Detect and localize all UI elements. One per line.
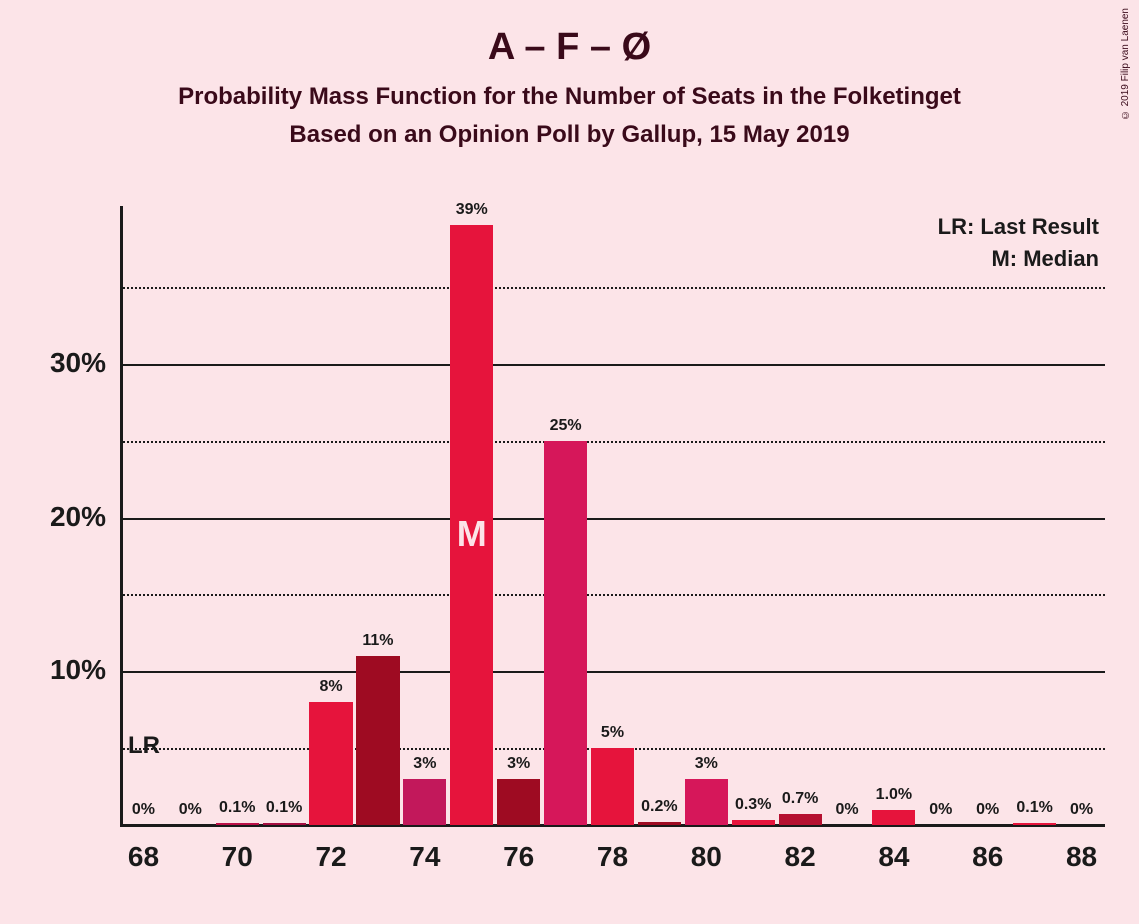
bar-value-label: 0% [819, 801, 876, 819]
chart-subtitle-2: Based on an Opinion Poll by Gallup, 15 M… [0, 121, 1139, 149]
bar [216, 823, 259, 825]
gridline-major [120, 671, 1105, 673]
bar-value-label: 3% [678, 755, 735, 773]
bar [356, 656, 399, 825]
gridline-major [120, 518, 1105, 520]
bar-value-label: 8% [303, 678, 360, 696]
bar [544, 441, 587, 825]
bar-value-label: 0.2% [631, 798, 688, 816]
x-tick-label: 84 [864, 841, 924, 873]
bar [779, 814, 822, 825]
bar [872, 810, 915, 825]
bar [591, 748, 634, 825]
bar-value-label: 3% [396, 755, 453, 773]
bar [403, 779, 446, 825]
bar [732, 820, 775, 825]
lr-marker: LR [128, 732, 160, 760]
bar-value-label: 39% [443, 201, 500, 219]
legend-m: M: Median [991, 246, 1099, 272]
x-tick-label: 86 [958, 841, 1018, 873]
bar [263, 823, 306, 825]
x-tick-label: 68 [113, 841, 173, 873]
bar [638, 822, 681, 825]
y-axis-line [120, 206, 123, 825]
bar [1013, 823, 1056, 825]
median-marker: M [450, 513, 493, 555]
bar-value-label: 0.1% [256, 799, 313, 817]
gridline-major [120, 364, 1105, 366]
x-tick-label: 76 [489, 841, 549, 873]
gridline-minor [120, 441, 1105, 443]
chart-area: 10%20%30%0%0%0.1%0.1%8%11%3%39%M3%25%5%0… [120, 210, 1105, 825]
x-tick-label: 72 [301, 841, 361, 873]
bar [497, 779, 540, 825]
legend-lr: LR: Last Result [938, 214, 1099, 240]
y-tick-label: 30% [16, 347, 106, 379]
bar [309, 702, 352, 825]
bar-value-label: 11% [350, 632, 407, 650]
gridline-minor [120, 287, 1105, 289]
bar-value-label: 25% [537, 417, 594, 435]
x-tick-label: 74 [395, 841, 455, 873]
bar-value-label: 0% [1053, 801, 1110, 819]
x-tick-label: 70 [207, 841, 267, 873]
chart-subtitle-1: Probability Mass Function for the Number… [0, 83, 1139, 111]
bar-value-label: 3% [490, 755, 547, 773]
y-tick-label: 10% [16, 654, 106, 686]
bar-value-label: 5% [584, 724, 641, 742]
chart-title: A – F – Ø [0, 0, 1139, 69]
x-tick-label: 80 [676, 841, 736, 873]
gridline-minor [120, 594, 1105, 596]
x-tick-label: 82 [770, 841, 830, 873]
x-tick-label: 78 [583, 841, 643, 873]
x-tick-label: 88 [1052, 841, 1112, 873]
copyright-text: © 2019 Filip van Laenen [1120, 8, 1131, 120]
bar [685, 779, 728, 825]
y-tick-label: 20% [16, 501, 106, 533]
